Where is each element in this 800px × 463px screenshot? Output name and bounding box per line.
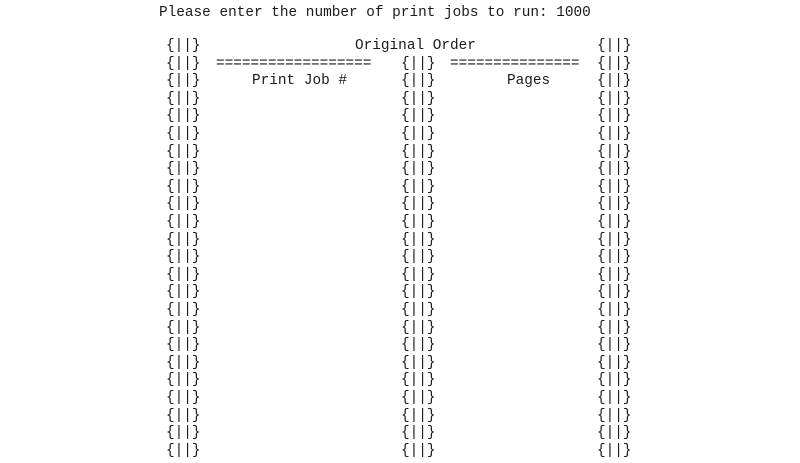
table-border-right: {||} xyxy=(597,284,632,301)
table-border-left: {||} xyxy=(166,354,201,371)
table-border-right: {||} xyxy=(597,302,632,318)
table-border-right: {||} xyxy=(597,372,632,389)
table-border-right: {||} xyxy=(597,249,632,266)
table-border-right: {||} xyxy=(597,442,632,459)
table-border-left: {||} xyxy=(166,90,201,107)
table-border-middle: {||} xyxy=(401,319,436,336)
table-border-right: {||} xyxy=(597,214,632,230)
table-border-right: {||} xyxy=(597,55,632,72)
table-border-middle: {||} xyxy=(401,108,436,125)
table-border-left: {||} xyxy=(166,38,201,54)
table-border-right: {||} xyxy=(597,231,632,248)
table-border-right: {||} xyxy=(597,161,632,178)
table-border-middle: {||} xyxy=(401,231,436,248)
table-border-left: {||} xyxy=(166,249,201,266)
header-pages: Pages xyxy=(507,73,551,90)
table-border-right: {||} xyxy=(597,38,632,54)
table-border-middle: {||} xyxy=(401,284,436,301)
table-title: Original Order xyxy=(355,38,476,54)
table-border-right: {||} xyxy=(597,178,632,195)
table-border-right: {||} xyxy=(597,319,632,336)
table-border-right: {||} xyxy=(597,108,632,125)
table-border-left: {||} xyxy=(166,196,201,213)
table-border-middle: {||} xyxy=(401,214,436,230)
table-border-middle: {||} xyxy=(401,55,436,72)
table-border-right: {||} xyxy=(597,337,632,354)
table-border-middle: {||} xyxy=(401,390,436,406)
prompt-label: Please enter the number of print jobs to… xyxy=(159,5,548,21)
table-border-middle: {||} xyxy=(401,143,436,160)
table-border-middle: {||} xyxy=(401,407,436,424)
table-separator-row: {||} ================== {||} ===========… xyxy=(0,56,632,74)
table-border-left: {||} xyxy=(166,372,201,389)
prompt-value: 1000 xyxy=(556,5,591,21)
table-border-right: {||} xyxy=(597,126,632,142)
job-count-prompt: Please enter the number of print jobs to… xyxy=(159,4,591,22)
table-border-middle: {||} xyxy=(401,161,436,178)
table-border-middle: {||} xyxy=(401,126,436,142)
table-border-left: {||} xyxy=(166,231,201,248)
table-border-left: {||} xyxy=(166,55,201,72)
table-border-middle: {||} xyxy=(401,372,436,389)
table-border-left: {||} xyxy=(166,319,201,336)
table-border-right: {||} xyxy=(597,143,632,160)
table-border-right: {||} xyxy=(597,425,632,442)
table-border-left: {||} xyxy=(166,407,201,424)
table-border-right: {||} xyxy=(597,266,632,283)
table-border-left: {||} xyxy=(166,161,201,178)
table-border-left: {||} xyxy=(166,266,201,283)
table-border-right: {||} xyxy=(597,73,632,90)
table-border-middle: {||} xyxy=(401,442,436,459)
table-border-left: {||} xyxy=(166,284,201,301)
table-border-right: {||} xyxy=(597,196,632,213)
table-border-right: {||} xyxy=(597,390,632,406)
table-border-left: {||} xyxy=(166,143,201,160)
table-border-middle: {||} xyxy=(401,354,436,371)
table-border-left: {||} xyxy=(166,442,201,459)
table-border-right: {||} xyxy=(597,407,632,424)
header-print-job: Print Job # xyxy=(252,73,347,90)
separator-left: ================== xyxy=(216,55,372,72)
table-border-left: {||} xyxy=(166,214,201,230)
table-border-left: {||} xyxy=(166,126,201,142)
table-border-left: {||} xyxy=(166,337,201,354)
table-title-row: {||} Original Order {||} xyxy=(0,38,632,56)
table-header-row: {||} Print Job # {||} Pages {||} xyxy=(0,73,632,91)
table-border-left: {||} xyxy=(166,425,201,442)
table-border-left: {||} xyxy=(166,390,201,406)
table-border-left: {||} xyxy=(166,178,201,195)
table-border-middle: {||} xyxy=(401,302,436,318)
separator-right: =============== xyxy=(450,55,580,72)
table-border-middle: {||} xyxy=(401,266,436,283)
table-border-right: {||} xyxy=(597,90,632,107)
table-border-left: {||} xyxy=(166,73,201,90)
table-border-middle: {||} xyxy=(401,196,436,213)
table-border-left: {||} xyxy=(166,302,201,318)
table-border-middle: {||} xyxy=(401,90,436,107)
table-border-middle: {||} xyxy=(401,249,436,266)
table-border-middle: {||} xyxy=(401,178,436,195)
table-border-middle: {||} xyxy=(401,425,436,442)
table-border-middle: {||} xyxy=(401,337,436,354)
table-border-left: {||} xyxy=(166,108,201,125)
table-border-right: {||} xyxy=(597,354,632,371)
table-border-middle: {||} xyxy=(401,73,436,90)
